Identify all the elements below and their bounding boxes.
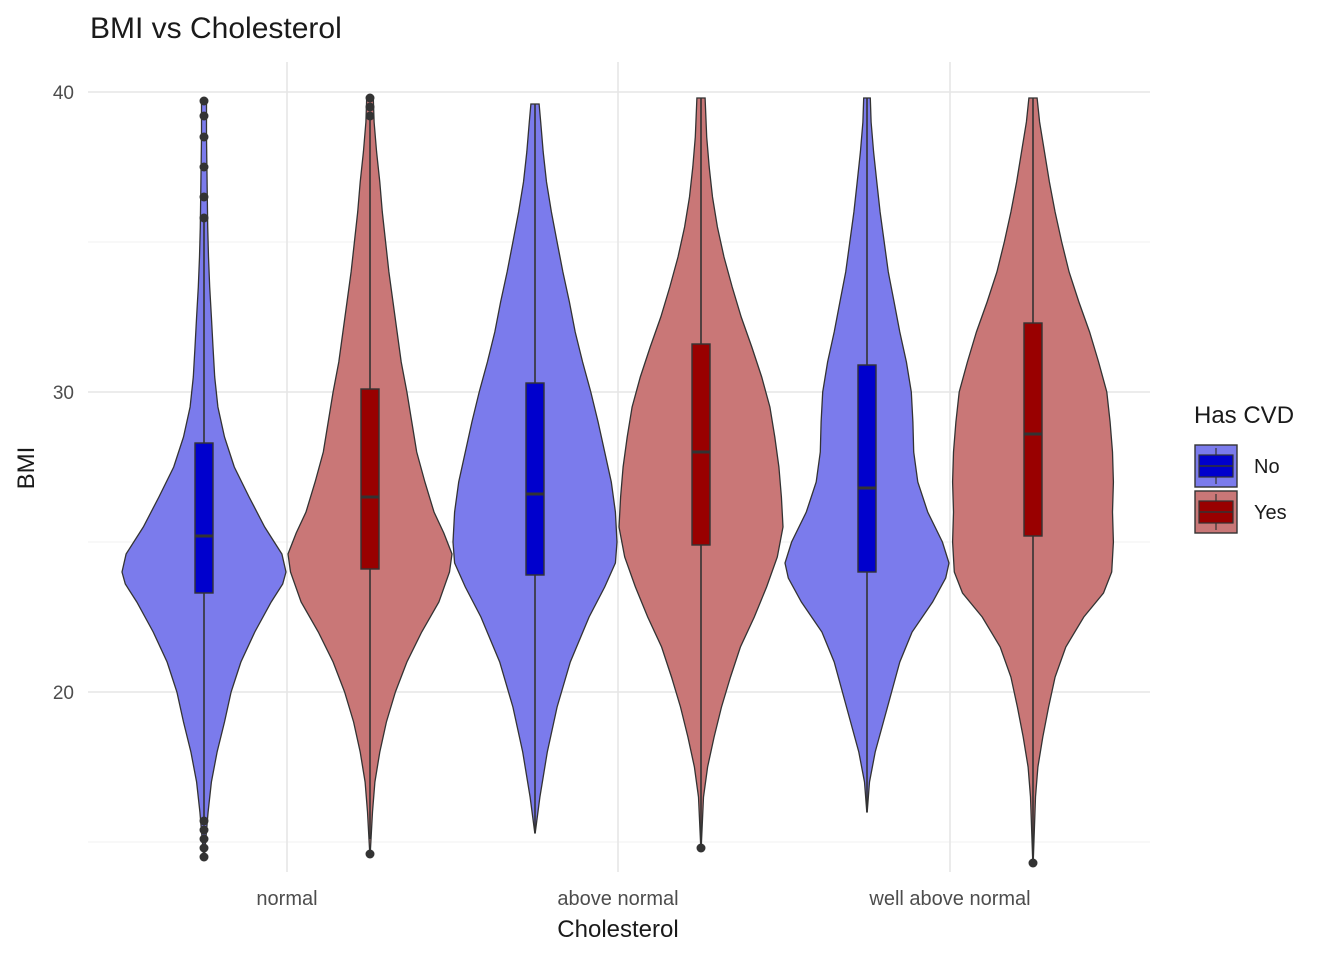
outlier-yes-normal xyxy=(365,93,375,103)
box-yes-above-normal xyxy=(691,343,711,546)
y-tick-label: 20 xyxy=(53,683,74,704)
box-no-above-normal xyxy=(525,382,545,576)
outlier-no-normal xyxy=(199,96,209,106)
box-no-well-above-normal xyxy=(857,364,877,573)
y-tick-label: 30 xyxy=(53,383,74,404)
outlier-no-normal xyxy=(199,162,209,172)
outlier-no-normal xyxy=(199,834,209,844)
outlier-no-normal xyxy=(199,852,209,862)
outlier-no-normal xyxy=(199,843,209,853)
legend-label-no: No xyxy=(1254,456,1280,478)
x-tick-label-well-above-normal: well above normal xyxy=(868,888,1030,910)
box-no-normal xyxy=(194,442,214,594)
outlier-no-normal xyxy=(199,192,209,202)
legend-title: Has CVD xyxy=(1194,402,1295,429)
box-yes-well-above-normal xyxy=(1023,322,1043,537)
legend-label-yes: Yes xyxy=(1254,502,1287,524)
chart-title: BMI vs Cholesterol xyxy=(90,12,342,45)
outlier-no-normal xyxy=(199,111,209,121)
outlier-no-normal xyxy=(199,213,209,223)
legend-layer xyxy=(1194,444,1238,534)
axis-layer: 20 30 40 normal above normal well above norma… xyxy=(53,83,1031,910)
x-tick-label-above-normal: above normal xyxy=(557,888,678,910)
outlier-no-normal xyxy=(199,825,209,835)
x-axis-label: Cholesterol xyxy=(557,916,679,943)
outlier-yes-above-normal xyxy=(696,843,706,853)
y-tick-label: 40 xyxy=(53,83,74,104)
outlier-yes-normal xyxy=(365,102,375,112)
violin-layer xyxy=(121,93,1115,868)
box-yes-normal xyxy=(360,388,380,570)
x-tick-label-normal: normal xyxy=(256,888,317,910)
outlier-no-normal xyxy=(199,132,209,142)
outlier-yes-well-above-normal xyxy=(1028,858,1038,868)
outlier-yes-normal xyxy=(365,849,375,859)
outlier-no-normal xyxy=(199,816,209,826)
outlier-yes-normal xyxy=(365,111,375,121)
